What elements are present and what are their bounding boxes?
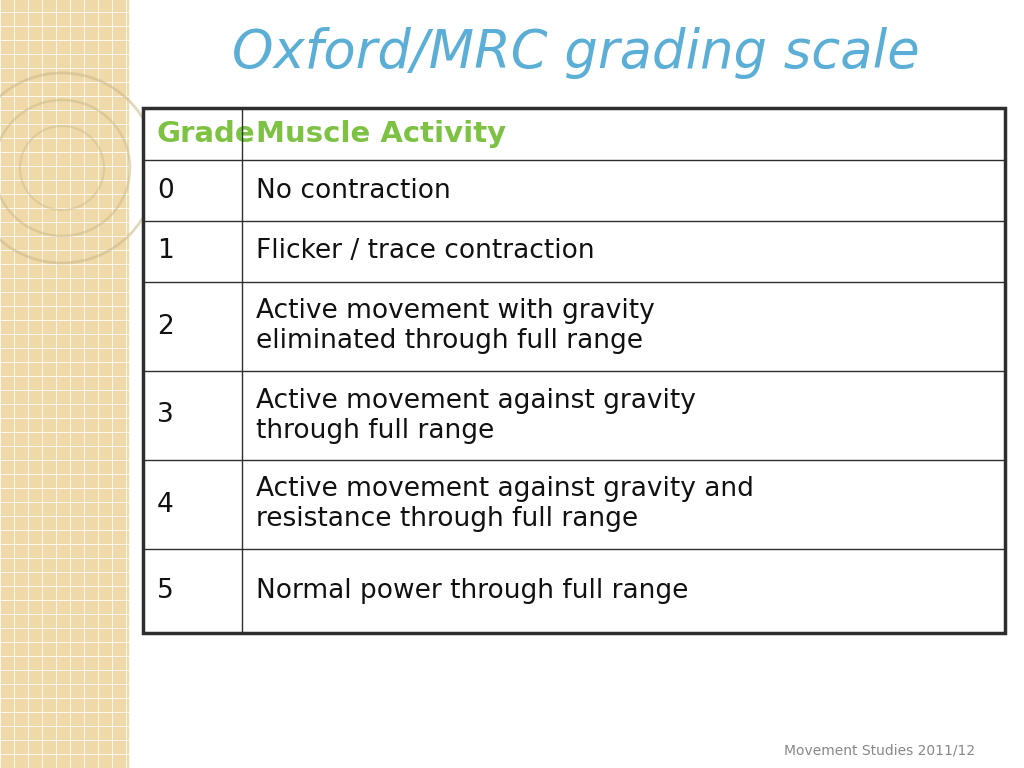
Text: 2: 2 <box>157 313 174 339</box>
Text: Movement Studies 2011/12: Movement Studies 2011/12 <box>784 743 976 757</box>
Text: 1: 1 <box>157 239 174 264</box>
Text: Muscle Activity: Muscle Activity <box>256 120 506 148</box>
Text: Normal power through full range: Normal power through full range <box>256 578 688 604</box>
Text: Active movement against gravity
through full range: Active movement against gravity through … <box>256 388 696 443</box>
Bar <box>143 108 1005 633</box>
Text: 0: 0 <box>157 177 174 204</box>
Bar <box>0 0 128 768</box>
Text: 5: 5 <box>157 578 174 604</box>
Bar <box>128 0 1024 768</box>
Text: Grade: Grade <box>157 120 256 148</box>
Text: Flicker / trace contraction: Flicker / trace contraction <box>256 239 595 264</box>
Text: Oxford/MRC grading scale: Oxford/MRC grading scale <box>232 27 920 79</box>
Text: 3: 3 <box>157 402 174 429</box>
Text: Active movement with gravity
eliminated through full range: Active movement with gravity eliminated … <box>256 299 655 355</box>
Bar <box>143 108 1005 633</box>
Text: Active movement against gravity and
resistance through full range: Active movement against gravity and resi… <box>256 476 754 532</box>
Text: 4: 4 <box>157 492 174 518</box>
Text: No contraction: No contraction <box>256 177 451 204</box>
